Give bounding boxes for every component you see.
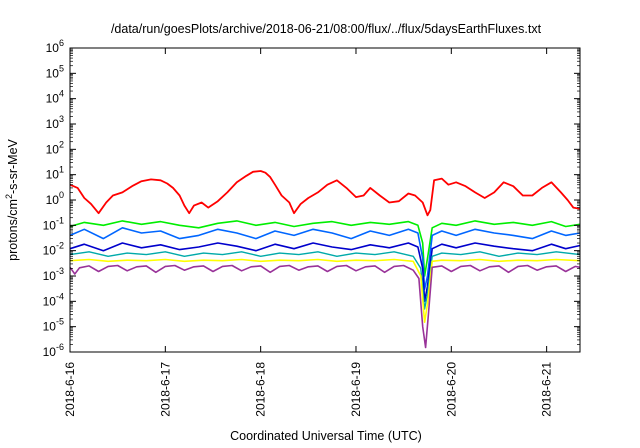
chart-title: /data/run/goesPlots/archive/2018-06-21/0… xyxy=(111,22,542,36)
y-tick-base: 10 xyxy=(46,168,60,182)
y-axis-label-sup: 2 xyxy=(4,194,14,199)
y-tick-exp: -5 xyxy=(56,317,64,327)
y-tick-label-6: 100 xyxy=(46,190,64,207)
y-tick-label-10: 10-4 xyxy=(43,291,64,308)
y-tick-base: 10 xyxy=(43,345,57,359)
y-tick-exp: -3 xyxy=(56,266,64,276)
y-tick-label-0: 106 xyxy=(46,38,64,55)
y-tick-labels: 10610510410310210110010-110-210-310-410-… xyxy=(43,38,64,359)
y-tick-exp: 2 xyxy=(59,139,64,149)
y-tick-label-8: 10-2 xyxy=(43,241,64,258)
y-axis-label-pre: protons/cm xyxy=(6,199,20,261)
series-line-7 xyxy=(69,264,581,349)
series-line-1 xyxy=(69,170,581,217)
x-tick-label-4: 2018-6-20 xyxy=(444,362,458,417)
y-axis-label: protons/cm2-s-sr-MeV xyxy=(4,138,20,260)
y-tick-label-9: 10-3 xyxy=(43,266,64,283)
y-tick-label-2: 104 xyxy=(46,89,64,106)
y-axis-label-post: -s-sr-MeV xyxy=(6,138,20,194)
x-axis-label: Coordinated Universal Time (UTC) xyxy=(230,429,422,443)
x-tick-label-0: 2018-6-16 xyxy=(63,362,77,417)
x-tick-label-3: 2018-6-19 xyxy=(349,362,363,417)
x-tick-labels: 2018-6-16 2018-6-17 2018-6-18 2018-6-19 2018… xyxy=(63,362,554,417)
y-tick-label-7: 10-1 xyxy=(43,215,64,232)
y-tick-exp: 4 xyxy=(59,89,64,99)
y-tick-base: 10 xyxy=(46,142,60,156)
y-tick-exp: 6 xyxy=(59,38,64,48)
y-tick-base: 10 xyxy=(43,218,57,232)
y-tick-base: 10 xyxy=(43,320,57,334)
y-tick-exp: -1 xyxy=(56,215,64,225)
y-tick-label-11: 10-5 xyxy=(43,317,64,334)
y-tick-base: 10 xyxy=(43,269,57,283)
y-tick-base: 10 xyxy=(46,92,60,106)
y-tick-base: 10 xyxy=(46,41,60,55)
y-tick-exp: -2 xyxy=(56,241,64,251)
series-line-4 xyxy=(69,242,581,303)
y-tick-label-4: 102 xyxy=(46,139,64,156)
y-tick-exp: 1 xyxy=(59,165,64,175)
y-tick-exp: 0 xyxy=(59,190,64,200)
x-tick-label-5: 2018-6-21 xyxy=(540,362,554,417)
series-line-3 xyxy=(69,227,581,291)
y-tick-label-12: 10-6 xyxy=(43,342,64,359)
y-tick-exp: -4 xyxy=(56,291,64,301)
y-tick-exp: 3 xyxy=(59,114,64,124)
y-tick-label-1: 105 xyxy=(46,63,64,80)
series-group xyxy=(69,170,581,349)
y-tick-base: 10 xyxy=(46,193,60,207)
y-tick-label-5: 101 xyxy=(46,165,64,182)
y-tick-base: 10 xyxy=(46,117,60,131)
series-line-2 xyxy=(69,220,581,277)
y-tick-base: 10 xyxy=(43,294,57,308)
y-tick-label-3: 103 xyxy=(46,114,64,131)
x-tick-label-1: 2018-6-17 xyxy=(158,362,172,417)
ticks-group xyxy=(69,47,580,353)
y-tick-exp: -6 xyxy=(56,342,64,352)
y-tick-base: 10 xyxy=(43,244,57,258)
y-tick-base: 10 xyxy=(46,66,60,80)
series-line-5 xyxy=(69,251,581,310)
y-tick-exp: 5 xyxy=(59,63,64,73)
series-line-6 xyxy=(69,258,581,324)
x-tick-label-2: 2018-6-18 xyxy=(254,362,268,417)
